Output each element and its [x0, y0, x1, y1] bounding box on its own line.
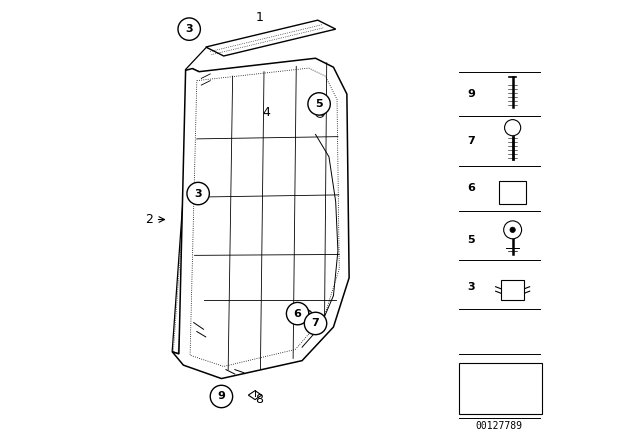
- FancyBboxPatch shape: [502, 280, 524, 300]
- Circle shape: [510, 227, 515, 233]
- Text: 3: 3: [195, 189, 202, 198]
- Text: 5: 5: [316, 99, 323, 109]
- Text: 3: 3: [186, 24, 193, 34]
- Text: 6: 6: [467, 183, 475, 193]
- Circle shape: [504, 120, 521, 136]
- Text: 7: 7: [467, 136, 475, 146]
- Text: 8: 8: [255, 393, 264, 406]
- Text: 00127789: 00127789: [476, 422, 523, 431]
- Polygon shape: [172, 58, 349, 379]
- Circle shape: [308, 93, 330, 115]
- Circle shape: [187, 182, 209, 205]
- Text: 5: 5: [467, 235, 475, 245]
- Circle shape: [287, 302, 308, 325]
- FancyBboxPatch shape: [499, 181, 526, 204]
- Circle shape: [305, 312, 326, 335]
- Text: 2: 2: [145, 213, 153, 226]
- Text: 9: 9: [218, 392, 225, 401]
- Circle shape: [210, 385, 233, 408]
- Text: 9: 9: [467, 89, 475, 99]
- Circle shape: [178, 18, 200, 40]
- FancyBboxPatch shape: [459, 363, 541, 414]
- Text: 1: 1: [255, 11, 264, 25]
- Text: 7: 7: [312, 319, 319, 328]
- Text: 3: 3: [467, 282, 475, 292]
- Text: 4: 4: [262, 105, 270, 119]
- Text: 6: 6: [294, 309, 301, 319]
- Circle shape: [504, 221, 522, 239]
